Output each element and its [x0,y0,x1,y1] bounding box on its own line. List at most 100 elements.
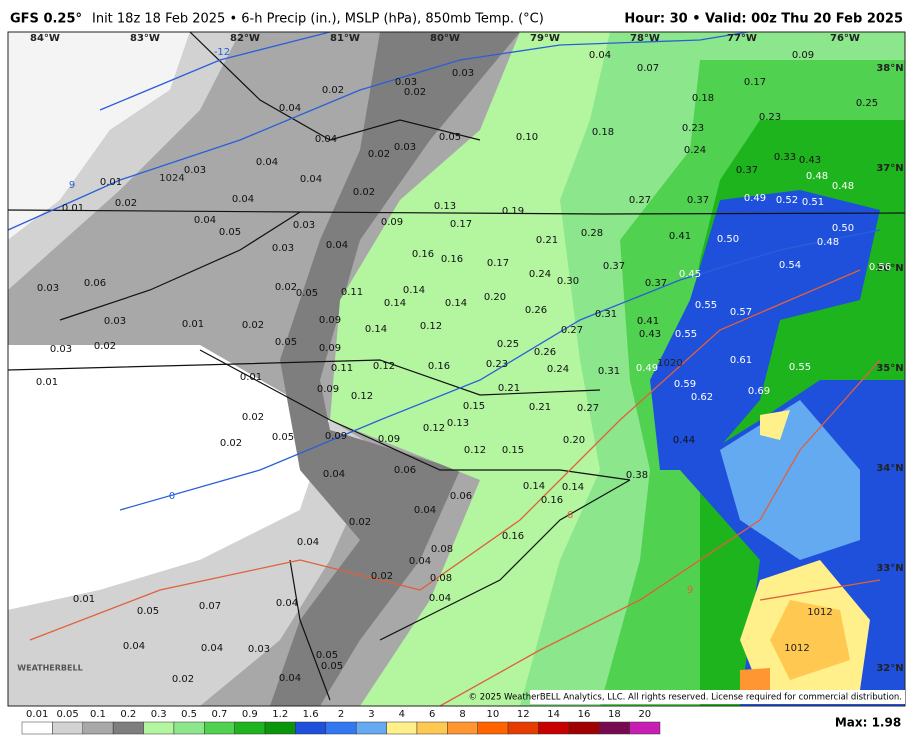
precip-label: 0.11 [331,363,353,374]
precip-label: 0.24 [529,269,551,280]
precip-label: 0.33 [774,152,796,163]
latitude-label: 36°N [876,263,903,274]
precip-label: 0.26 [534,347,556,358]
precip-label: 0.56 [869,262,891,273]
precip-label: 0.04 [323,469,345,480]
precip-label: 0.04 [279,103,301,114]
precip-label: 0.02 [404,87,426,98]
precip-label: 0.04 [276,598,298,609]
colorbar-swatch [143,721,175,735]
longitude-label: 82°W [230,33,260,44]
precip-label: 0.51 [802,197,824,208]
precip-label: 0.18 [592,127,614,138]
precip-label: 0.02 [322,85,344,96]
precip-fill [8,32,905,706]
precip-label: 0.28 [581,228,603,239]
precip-label: 0.09 [792,50,814,61]
precip-label: 0.13 [447,418,469,429]
precip-label: 0.27 [561,325,583,336]
precip-label: 0.02 [371,571,393,582]
precip-label: 0.25 [856,98,878,109]
colorbar-label: 2 [338,709,344,720]
precip-label: 0.07 [637,63,659,74]
precip-label: 0.14 [562,482,584,493]
precip-label: 0.12 [420,321,442,332]
map-description: Init 18z 18 Feb 2025 • 6-h Precip (in.),… [92,12,544,27]
precip-label: 0.20 [484,292,506,303]
precip-label: 0.02 [94,341,116,352]
precip-label: 0.05 [275,337,297,348]
precip-label: 0.03 [37,283,59,294]
precip-label: 0.04 [194,215,216,226]
precip-label: 0.14 [384,298,406,309]
precip-label: 0.15 [463,401,485,412]
precip-label: 0.26 [525,305,547,316]
temperature-label: -12 [214,47,230,58]
precip-label: 0.03 [395,77,417,88]
precip-label: 0.12 [351,391,373,402]
precip-label: 0.37 [645,278,667,289]
precip-label: 0.04 [326,240,348,251]
precip-label: 0.48 [832,181,854,192]
precip-label: 0.01 [36,377,58,388]
precip-label: 0.14 [365,324,387,335]
precip-label: 0.05 [321,661,343,672]
precip-label: 0.04 [429,593,451,604]
precip-label: 0.17 [450,219,472,230]
colorbar-label: 20 [638,709,651,720]
precip-label: 0.04 [589,50,611,61]
precip-label: 0.04 [300,174,322,185]
precip-label: 0.21 [536,235,558,246]
precip-label: 0.49 [744,193,766,204]
longitude-label: 76°W [830,33,860,44]
precip-label: 0.08 [431,544,453,555]
precip-label: 0.05 [316,650,338,661]
latitude-label: 35°N [876,363,903,374]
precip-label: 0.14 [445,298,467,309]
valid-time: Hour: 30 • Valid: 00z Thu 20 Feb 2025 [624,12,903,27]
precip-label: 0.02 [115,198,137,209]
precip-label: 0.01 [73,594,95,605]
precip-label: 0.23 [759,112,781,123]
longitude-label: 79°W [530,33,560,44]
colorbar-swatch [52,721,84,735]
precip-label: 0.04 [232,194,254,205]
latitude-label: 32°N [876,663,903,674]
precip-label: 0.38 [626,470,648,481]
longitude-label: 78°W [630,33,660,44]
temperature-label: 9 [69,180,75,191]
colorbar-label: 0.3 [151,709,167,720]
colorbar-label: 0.5 [181,709,197,720]
precip-label: 0.04 [315,134,337,145]
precip-label: 0.62 [691,392,713,403]
precip-label: 0.30 [557,276,579,287]
temperature-label: 0 [169,491,175,502]
colorbar-label: 14 [547,709,560,720]
colorbar-label: 8 [459,709,465,720]
precip-label: 0.23 [682,123,704,134]
isobar-label: 1012 [784,643,809,654]
precip-label: 0.02 [349,517,371,528]
colorbar-label: 10 [487,709,500,720]
colorbar-swatch [82,721,114,735]
precip-label: 0.02 [242,412,264,423]
precip-label: 0.45 [679,269,701,280]
precip-label: 0.01 [62,203,84,214]
precip-label: 0.01 [100,177,122,188]
isobar-label: 1012 [807,607,832,618]
precip-label: 0.44 [673,435,695,446]
colorbar-swatch [264,721,296,735]
colorbar-swatch [355,721,387,735]
colorbar-swatch [21,721,53,735]
precip-label: 0.09 [317,384,339,395]
precip-label: 0.17 [487,258,509,269]
precip-label: 0.23 [486,359,508,370]
precip-label: 0.02 [220,438,242,449]
precip-label: 0.04 [409,556,431,567]
colorbar-label: 0.01 [26,709,48,720]
precip-label: 0.05 [439,132,461,143]
temperature-label: 9 [687,585,693,596]
colorbar-swatch [325,721,357,735]
colorbar-swatch [173,721,205,735]
precip-label: 0.02 [275,282,297,293]
